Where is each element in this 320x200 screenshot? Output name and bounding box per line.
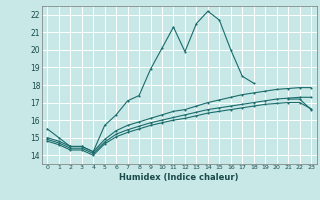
X-axis label: Humidex (Indice chaleur): Humidex (Indice chaleur) (119, 173, 239, 182)
